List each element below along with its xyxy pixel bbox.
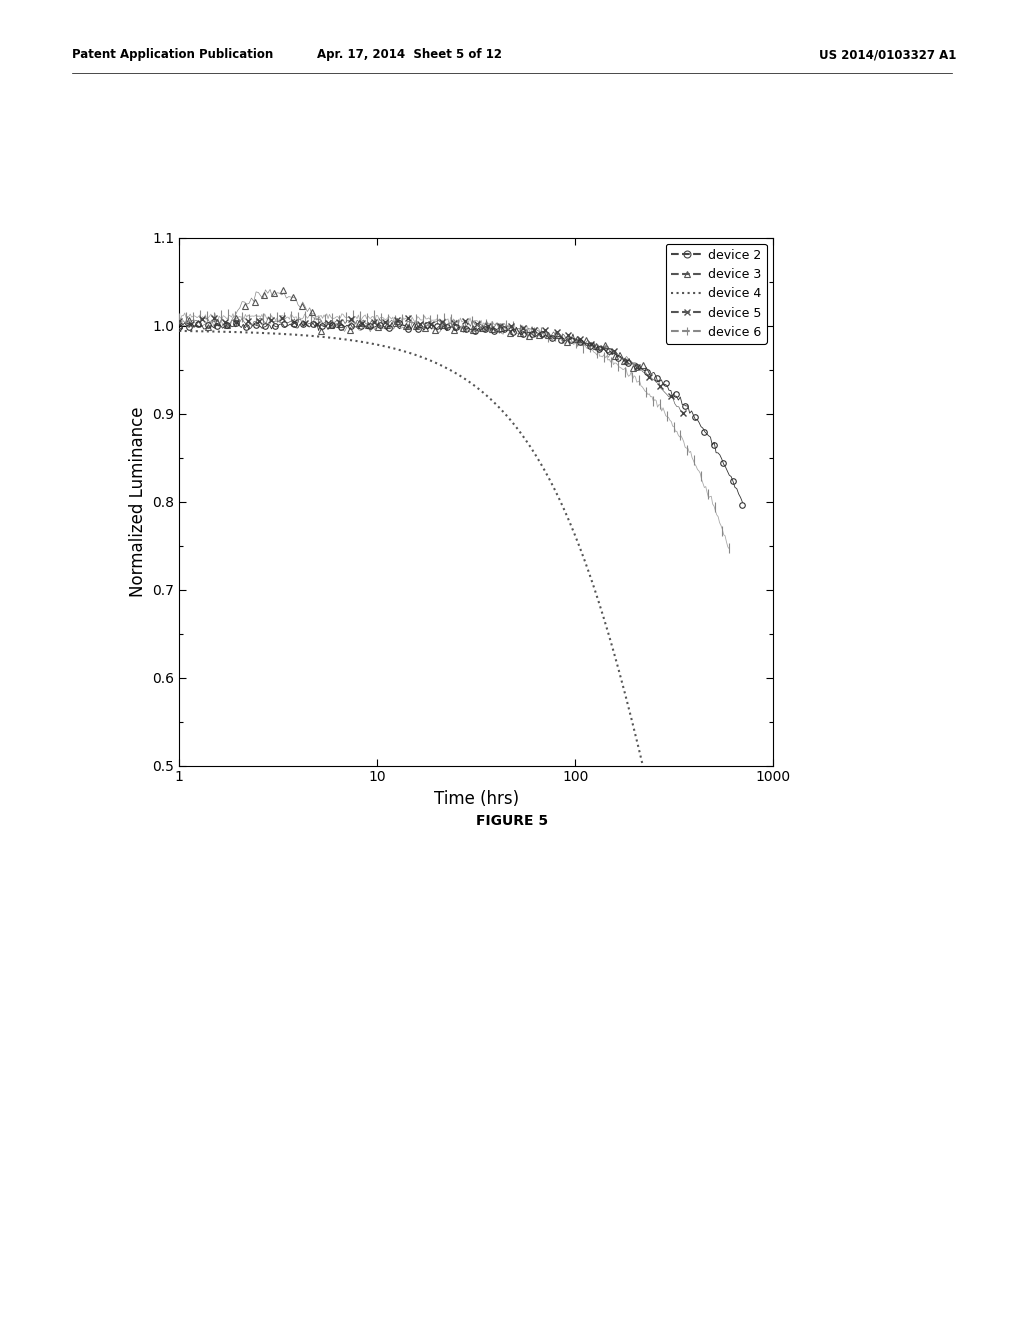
Text: US 2014/0103327 A1: US 2014/0103327 A1 — [819, 48, 956, 61]
Text: Patent Application Publication: Patent Application Publication — [72, 48, 273, 61]
Legend: device 2, device 3, device 4, device 5, device 6: device 2, device 3, device 4, device 5, … — [666, 244, 767, 343]
X-axis label: Time (hrs): Time (hrs) — [433, 789, 519, 808]
Text: Apr. 17, 2014  Sheet 5 of 12: Apr. 17, 2014 Sheet 5 of 12 — [317, 48, 502, 61]
Y-axis label: Normalized Luminance: Normalized Luminance — [129, 407, 146, 597]
Text: FIGURE 5: FIGURE 5 — [476, 814, 548, 828]
